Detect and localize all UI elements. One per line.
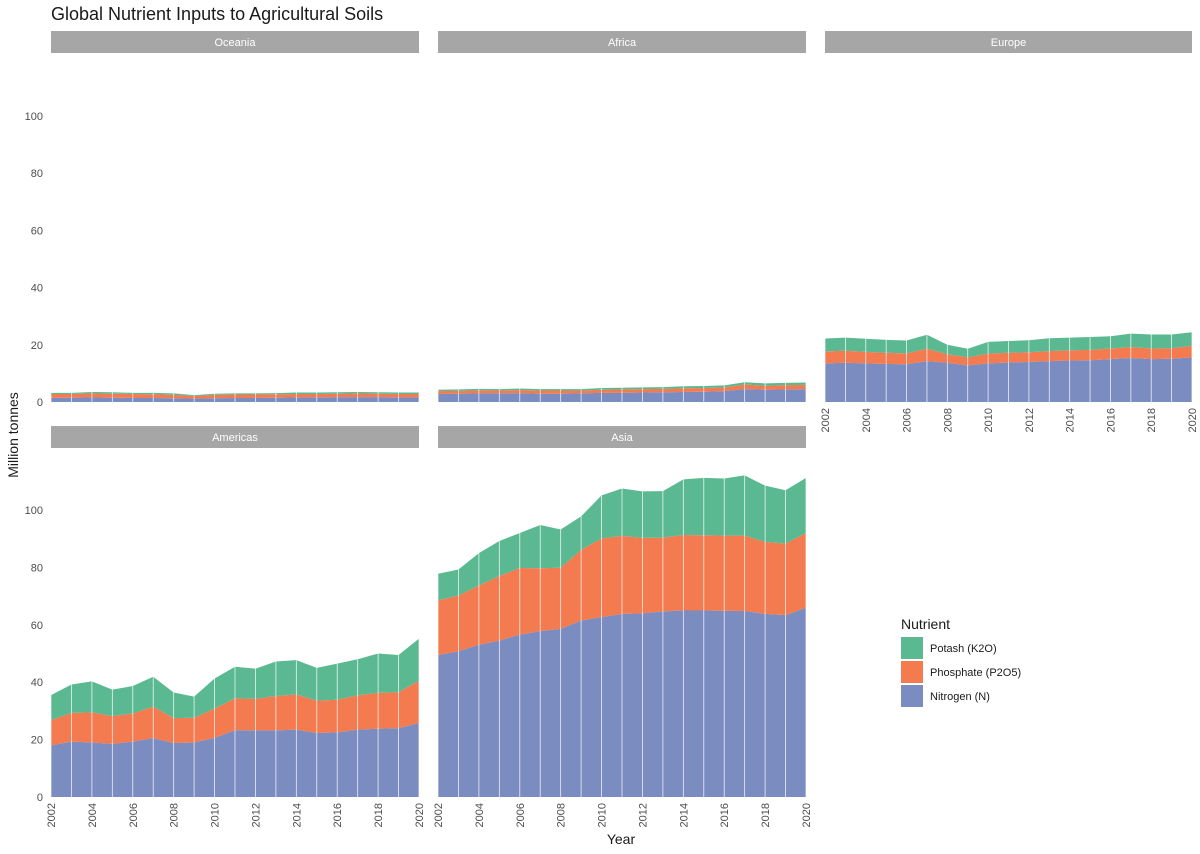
strip-label-europe: Europe — [991, 37, 1026, 49]
panel-oceania: Oceania 0 20 40 60 80 100 — [25, 31, 420, 409]
x-tick-label: 2002 — [46, 803, 58, 827]
y-tick-label: 80 — [31, 168, 43, 180]
x-tick-label: 2016 — [719, 803, 731, 827]
y-tick-label: 100 — [25, 111, 43, 123]
area-asia-potash — [438, 475, 806, 601]
legend-key-phosphate — [901, 661, 923, 683]
strip-asia — [438, 426, 806, 448]
area-africa-potash — [438, 382, 806, 392]
panel-europe: Europe 2002 2004 2006 2008 2010 2012 2014 2016 20… — [820, 31, 1199, 432]
x-tick-label: 2016 — [332, 803, 344, 827]
y-tick-label: 0 — [37, 792, 43, 804]
legend-label-potash: Potash (K2O) — [930, 643, 997, 655]
y-tick-label: 0 — [37, 397, 43, 409]
y-tick-label: 40 — [31, 677, 43, 689]
x-tick-label: 2012 — [1024, 408, 1036, 432]
x-tick-label: 2006 — [128, 803, 140, 827]
x-tick-label: 2004 — [474, 803, 486, 827]
x-tick-label: 2010 — [210, 803, 222, 827]
legend-title: Nutrient — [901, 616, 950, 632]
strip-label-africa: Africa — [608, 37, 637, 49]
x-tick-label: 2004 — [861, 408, 873, 432]
strip-oceania — [51, 31, 419, 53]
legend: Nutrient Potash (K2O) Phosphate (P2O5) Nitr… — [901, 616, 1021, 707]
x-tick-label: 2018 — [373, 803, 385, 827]
strip-africa — [438, 31, 806, 53]
x-tick-label: 2002 — [820, 408, 832, 432]
y-tick-label: 20 — [31, 340, 43, 352]
x-tick-label: 2006 — [515, 803, 527, 827]
y-tick-label: 60 — [31, 225, 43, 237]
x-tick-label: 2008 — [942, 408, 954, 432]
strip-label-oceania: Oceania — [215, 37, 257, 49]
x-tick-label: 2014 — [1065, 408, 1077, 432]
legend-key-nitrogen — [901, 685, 923, 707]
strip-label-asia: Asia — [611, 432, 633, 444]
y-tick-label: 20 — [31, 735, 43, 747]
x-tick-label: 2020 — [801, 803, 813, 827]
panel-asia: Asia 2002 2004 2006 2008 2010 2012 2014 2016 2018… — [433, 426, 813, 827]
x-tick-label: 2020 — [1187, 408, 1199, 432]
x-tick-label: 2006 — [902, 408, 914, 432]
x-tick-label: 2010 — [983, 408, 995, 432]
legend-label-phosphate: Phosphate (P2O5) — [930, 667, 1021, 679]
y-tick-label: 100 — [25, 505, 43, 517]
area-africa-phosphate — [438, 384, 806, 394]
x-tick-label: 2008 — [556, 803, 568, 827]
x-tick-label: 2018 — [760, 803, 772, 827]
y-tick-label: 60 — [31, 620, 43, 632]
x-tick-label: 2008 — [169, 803, 181, 827]
y-tick-label: 40 — [31, 283, 43, 295]
legend-label-nitrogen: Nitrogen (N) — [930, 691, 990, 703]
strip-americas — [51, 426, 419, 448]
strip-europe — [825, 31, 1192, 53]
x-tick-label: 2020 — [414, 803, 426, 827]
x-tick-label: 2010 — [597, 803, 609, 827]
x-tick-label: 2012 — [250, 803, 262, 827]
x-tick-label: 2012 — [637, 803, 649, 827]
x-tick-label: 2018 — [1146, 408, 1158, 432]
panel-africa: Africa — [437, 31, 807, 402]
y-tick-label: 80 — [31, 562, 43, 574]
chart-title: Global Nutrient Inputs to Agricultural S… — [51, 4, 383, 24]
x-tick-label: 2016 — [1105, 408, 1117, 432]
y-axis-title: Million tonnes — [5, 392, 21, 478]
x-tick-label: 2014 — [291, 803, 303, 827]
x-tick-label: 2004 — [87, 803, 99, 827]
legend-key-potash — [901, 637, 923, 659]
x-axis-title: Year — [607, 831, 636, 847]
x-tick-label: 2002 — [433, 803, 445, 827]
panel-americas: Americas 0 20 40 60 80 100 2002 2004 2006 2008 2010… — [25, 426, 426, 827]
strip-label-americas: Americas — [212, 432, 258, 444]
x-tick-label: 2014 — [678, 803, 690, 827]
